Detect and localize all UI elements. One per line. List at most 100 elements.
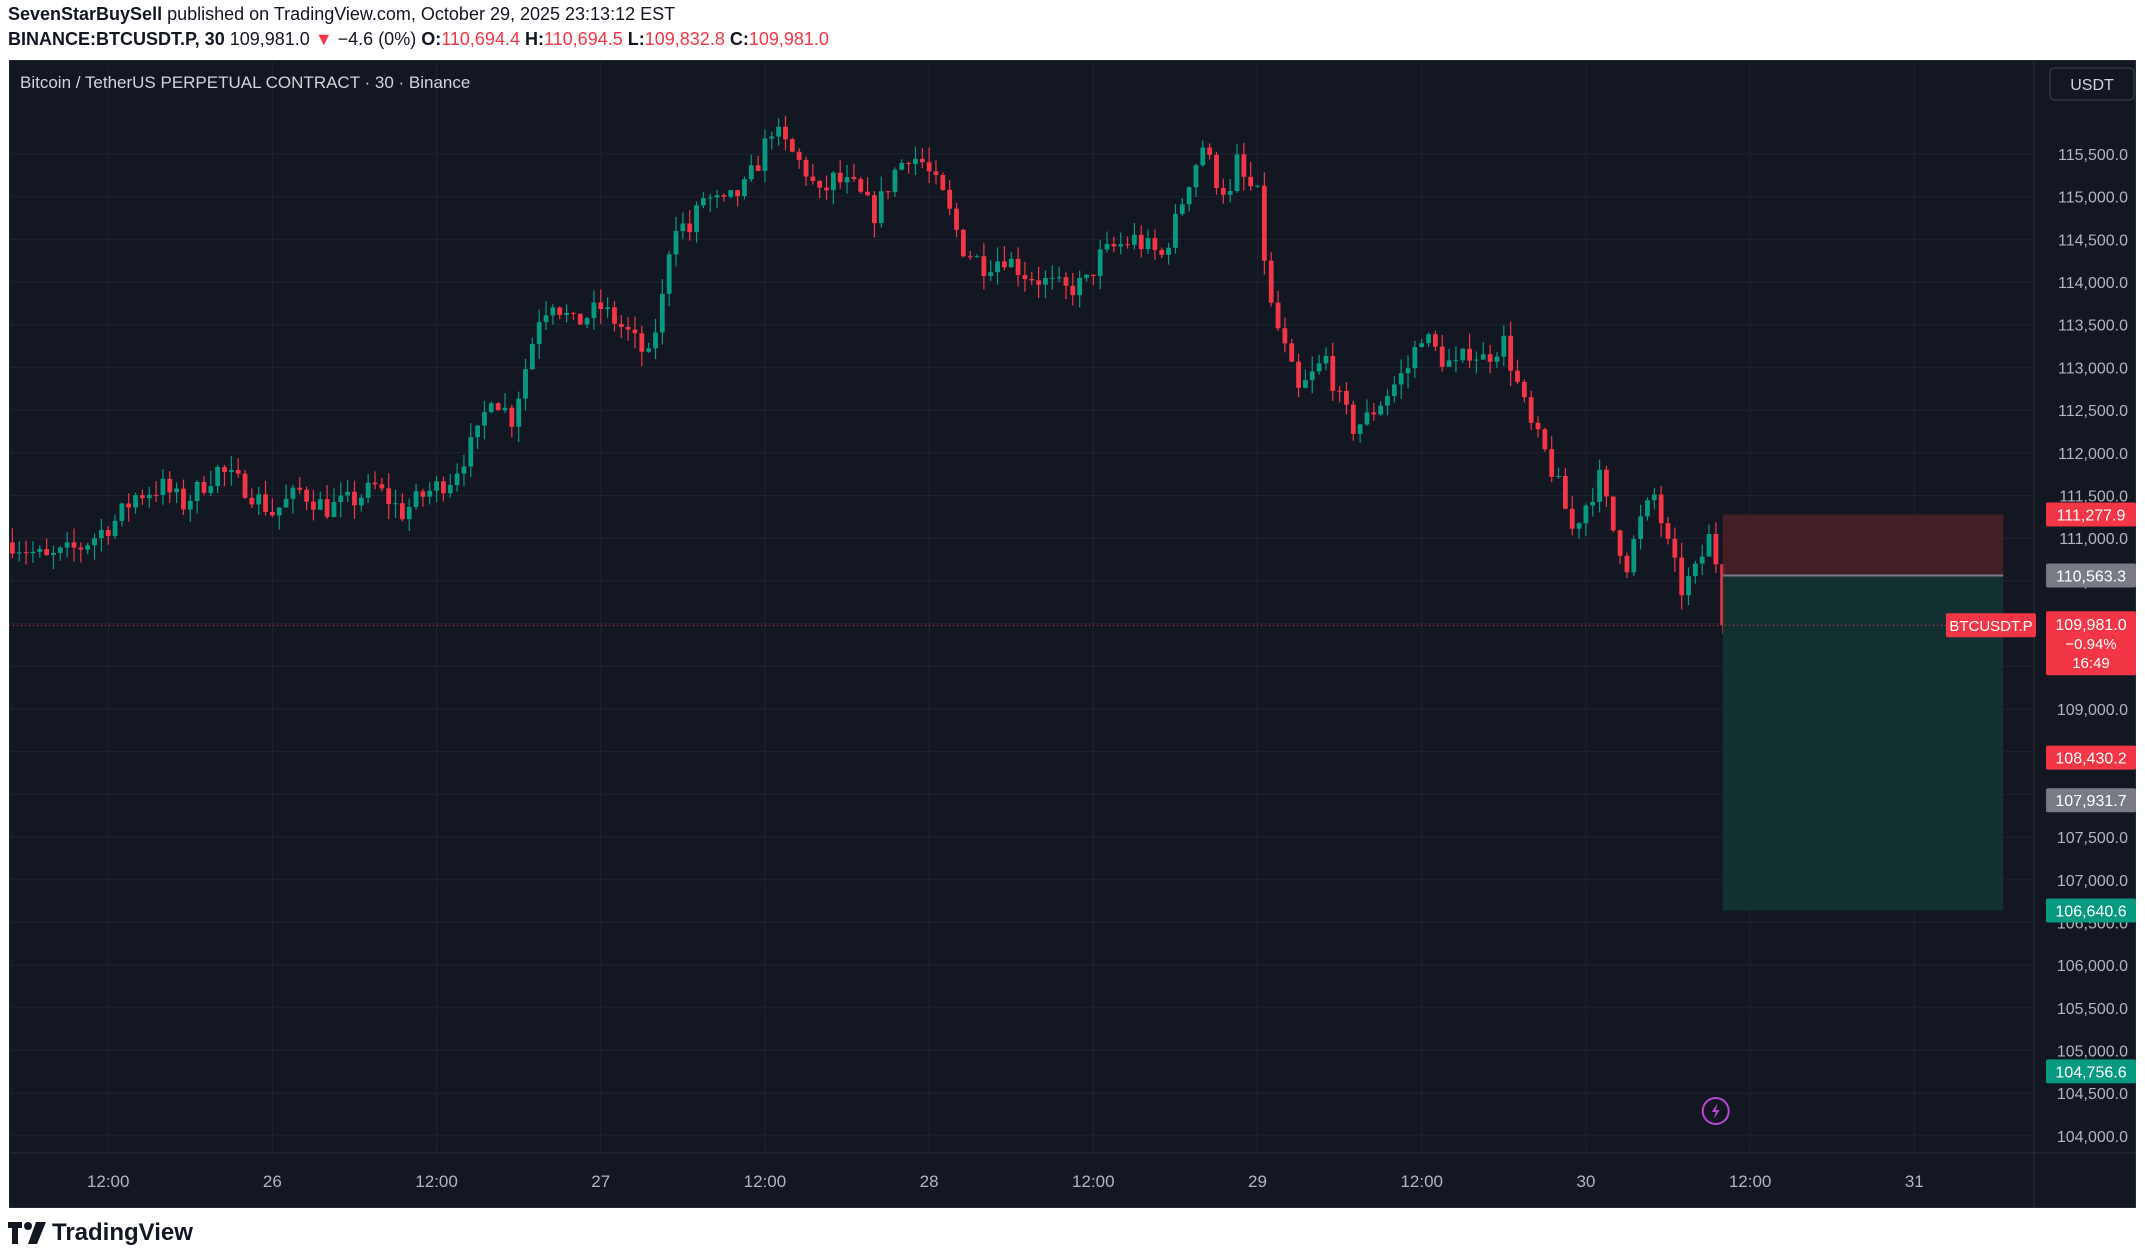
candle-body	[769, 136, 775, 139]
candle-body	[564, 312, 569, 315]
y-tick-label: 112,500.0	[2058, 403, 2128, 420]
candle-body	[215, 466, 221, 487]
y-tick-label: 109,000.0	[2057, 702, 2128, 719]
candle-body	[208, 486, 214, 493]
candle-body	[618, 323, 624, 327]
candle-body	[1173, 213, 1178, 248]
author-name[interactable]: SevenStarBuySell	[8, 4, 163, 24]
candle-body	[249, 497, 255, 505]
candle-body	[1275, 302, 1281, 329]
candle-body	[290, 487, 296, 499]
candle-body	[1378, 405, 1384, 415]
candle-body	[1556, 475, 1561, 477]
candle-body	[1008, 258, 1014, 268]
candle-body	[1494, 356, 1500, 362]
candle-body	[146, 494, 152, 499]
candle-body	[1453, 360, 1459, 362]
candle-body	[789, 139, 795, 152]
candle-body	[1166, 247, 1171, 255]
candle-body	[1207, 147, 1213, 155]
candle-body	[276, 507, 282, 516]
candle-body	[187, 500, 193, 510]
candle-body	[1248, 176, 1254, 187]
candle-body	[933, 171, 939, 175]
candle-body	[783, 126, 788, 140]
candle-body	[516, 398, 522, 427]
candle-body	[1651, 494, 1657, 501]
candle-body	[1261, 185, 1267, 261]
candle-body	[1405, 368, 1411, 374]
candle-body	[509, 407, 515, 427]
candle-body	[1070, 285, 1076, 296]
candle-body	[529, 344, 535, 370]
candle-body	[1002, 261, 1007, 268]
symbol-tag: BTCUSDT.P	[1949, 618, 2032, 635]
price-chart[interactable]: 104,000.0 104,500.0 105,000.0 105,500.0 106,…	[9, 60, 2136, 1208]
candle-body	[297, 487, 303, 490]
candle-body	[830, 172, 836, 191]
symbol-interval: BINANCE:BTCUSDT.P, 30	[8, 29, 225, 49]
y-tick-label: 115,500.0	[2058, 147, 2128, 164]
candle-body	[1118, 244, 1124, 247]
price-label: 107,931.7	[2055, 793, 2126, 810]
candle-body	[1337, 390, 1343, 392]
candle-body	[1672, 538, 1678, 558]
candle-body	[461, 466, 467, 474]
candle-body	[926, 162, 932, 172]
candle-body	[1289, 343, 1295, 362]
candle-body	[441, 481, 446, 494]
high-value: 110,694.5	[543, 29, 623, 49]
candle-body	[571, 312, 576, 314]
candle-body	[810, 176, 816, 181]
price-label-box	[2046, 502, 2136, 527]
candle-body	[557, 307, 563, 315]
candle-body	[1487, 354, 1493, 362]
candle-body	[242, 473, 248, 498]
chart-title: Bitcoin / TetherUS PERPETUAL CONTRACT · …	[20, 73, 470, 92]
candle-body	[1398, 373, 1404, 385]
candle-body	[468, 437, 474, 467]
candle-body	[960, 229, 966, 257]
candle-body	[1241, 154, 1247, 177]
candle-body	[1138, 234, 1144, 250]
candle-body	[605, 307, 611, 310]
candle-body	[1159, 249, 1165, 255]
x-tick-label: 30	[1576, 1172, 1595, 1191]
candle-body	[1193, 165, 1199, 188]
candle-body	[598, 302, 604, 310]
candle-body	[1610, 496, 1616, 531]
y-tick-label: 113,000.0	[2058, 360, 2128, 377]
candle-body	[523, 369, 528, 399]
candle-body	[386, 488, 392, 504]
last-price: 109,981.0	[229, 29, 310, 49]
candle-body	[584, 318, 590, 325]
candle-body	[1296, 361, 1301, 388]
candle-body	[1446, 360, 1452, 367]
candle-body	[851, 177, 857, 180]
candle-body	[1508, 335, 1514, 371]
candle-body	[1268, 260, 1274, 303]
currency-button	[2049, 67, 2135, 101]
candle-body	[30, 551, 36, 554]
candle-body	[228, 469, 234, 473]
x-tick-label: 12:00	[415, 1172, 458, 1191]
candle-body	[447, 485, 453, 494]
candle-body	[71, 542, 77, 548]
candle-body	[427, 490, 433, 497]
candle-body	[625, 326, 631, 330]
candle-body	[680, 223, 686, 232]
y-tick-label: 115,000.0	[2058, 190, 2128, 207]
candle-body	[263, 494, 268, 512]
candle-body	[1111, 244, 1117, 247]
open-label: O:	[421, 29, 442, 49]
candle-body	[577, 313, 583, 325]
candle-body	[1309, 371, 1315, 381]
change-down-arrow-icon: ▼	[314, 29, 333, 49]
price-label: 104,756.6	[2055, 1064, 2126, 1081]
candle-body	[687, 223, 693, 233]
candle-body	[1036, 280, 1041, 285]
candle-body	[352, 491, 357, 506]
lightning-icon	[1701, 1097, 1730, 1125]
candle-body	[974, 256, 980, 258]
y-tick-label: 104,000.0	[2057, 1129, 2128, 1146]
